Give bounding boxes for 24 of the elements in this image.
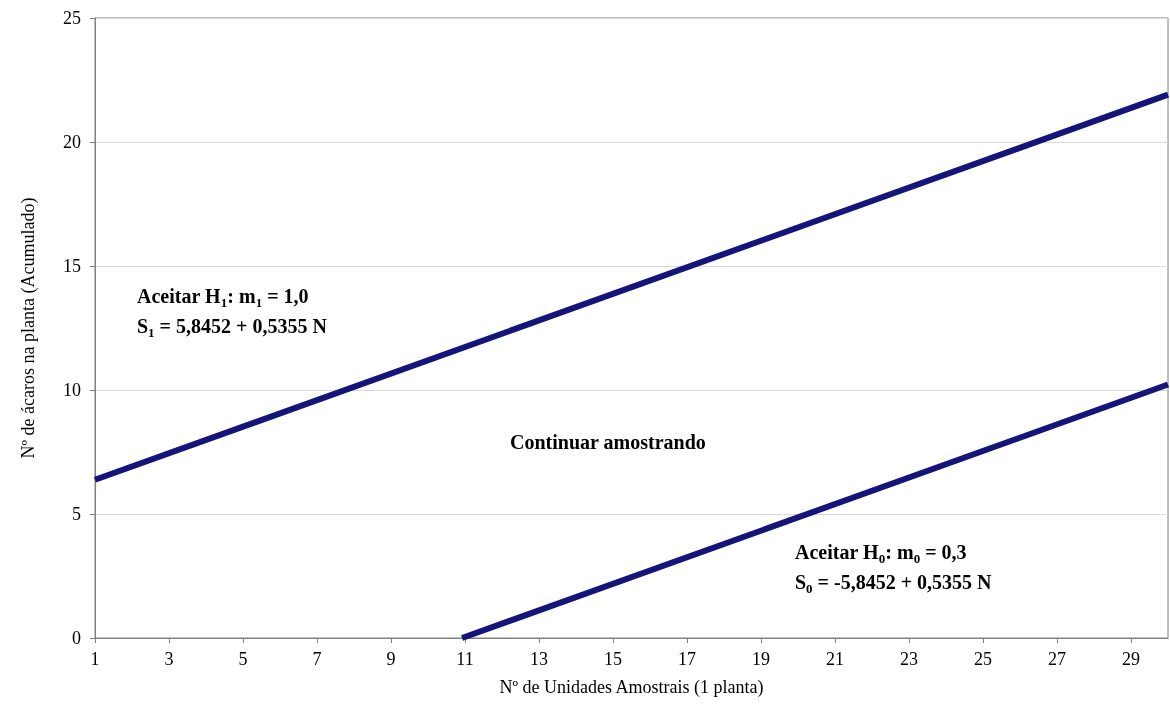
- x-tick-label: 9: [386, 649, 396, 669]
- x-tick-label: 15: [604, 649, 622, 669]
- x-tick-label: 27: [1048, 649, 1066, 669]
- x-tick-label: 3: [164, 649, 174, 669]
- x-tick-label: 17: [678, 649, 696, 669]
- x-tick-label: 25: [974, 649, 992, 669]
- x-tick-label: 19: [752, 649, 770, 669]
- annotation: Continuar amostrando: [510, 431, 706, 453]
- x-tick-label: 29: [1122, 649, 1140, 669]
- x-tick-label: 1: [90, 649, 100, 669]
- x-tick-label: 5: [238, 649, 248, 669]
- y-tick-label: 10: [63, 380, 81, 400]
- x-axis-title: Nº de Unidades Amostrais (1 planta): [499, 677, 764, 698]
- x-tick-label: 23: [900, 649, 918, 669]
- x-tick-label: 7: [312, 649, 322, 669]
- y-axis-title: Nº de ácaros na planta (Acumulado): [18, 197, 39, 459]
- x-tick-label: 13: [530, 649, 548, 669]
- y-tick-label: 5: [72, 504, 81, 524]
- y-tick-label: 15: [63, 256, 81, 276]
- x-tick-label: 21: [826, 649, 844, 669]
- x-tick-label: 11: [456, 649, 474, 669]
- y-tick-label: 25: [63, 8, 81, 28]
- y-tick-label: 20: [63, 132, 81, 152]
- y-tick-label: 0: [72, 628, 81, 648]
